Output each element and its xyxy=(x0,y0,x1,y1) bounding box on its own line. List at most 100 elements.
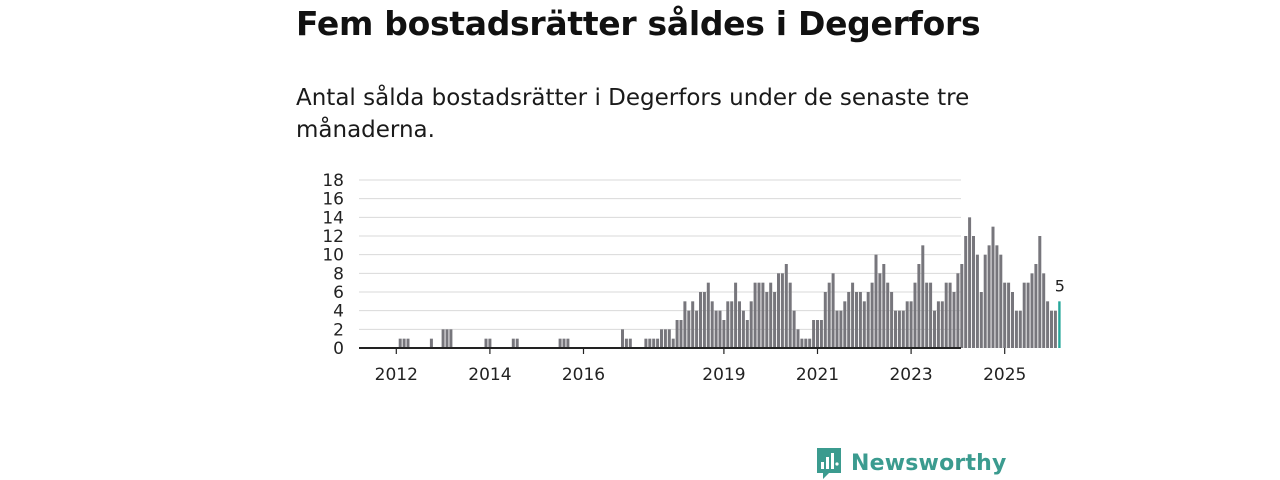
bar xyxy=(621,329,624,348)
bar xyxy=(484,338,488,348)
y-tick-label: 0 xyxy=(333,339,344,359)
bar xyxy=(968,217,972,348)
bar xyxy=(991,226,995,348)
x-tick-label: 2012 xyxy=(375,365,418,385)
bar xyxy=(738,301,741,348)
bar xyxy=(406,338,410,348)
x-axis-labels: 2012 2014 2016 2019 2021 2023 2025 xyxy=(375,365,1027,385)
bar xyxy=(917,264,921,348)
bar xyxy=(624,338,628,348)
bar xyxy=(1026,282,1030,348)
bar xyxy=(511,338,515,348)
bar xyxy=(995,245,999,348)
bar xyxy=(948,282,952,348)
bar xyxy=(671,338,675,348)
bar xyxy=(710,301,714,348)
bar xyxy=(402,338,406,348)
bar xyxy=(675,320,679,348)
bar xyxy=(1003,282,1007,348)
bar xyxy=(679,320,683,348)
bar xyxy=(652,338,656,348)
bar xyxy=(894,310,897,348)
bar xyxy=(823,292,827,348)
newsworthy-logo[interactable]: Newsworthy xyxy=(815,446,1007,480)
bar xyxy=(780,273,784,348)
bar xyxy=(831,273,835,348)
bar xyxy=(812,320,816,348)
bar xyxy=(804,338,808,348)
bar xyxy=(784,264,788,348)
bar xyxy=(944,282,948,348)
bar xyxy=(878,273,882,348)
bar xyxy=(843,301,847,348)
bar xyxy=(667,329,671,348)
chart-subtitle: Antal sålda bostadsrätter i Degerfors un… xyxy=(296,85,970,143)
bar xyxy=(769,282,773,348)
bar xyxy=(683,301,687,348)
bar xyxy=(429,338,433,348)
bar xyxy=(897,310,901,348)
bar xyxy=(644,338,648,348)
bar xyxy=(648,338,652,348)
bar xyxy=(691,301,695,348)
bar xyxy=(699,292,702,348)
bar xyxy=(952,292,956,348)
bar xyxy=(870,282,874,348)
bar xyxy=(741,310,745,348)
x-tick-label: 2019 xyxy=(702,365,745,385)
bar xyxy=(936,301,940,348)
bar xyxy=(796,329,800,348)
bar xyxy=(940,301,944,348)
bar xyxy=(1050,310,1053,348)
y-tick-label: 18 xyxy=(322,171,344,191)
bar xyxy=(749,301,753,348)
bar xyxy=(835,310,839,348)
bar xyxy=(1011,292,1014,348)
y-tick-label: 8 xyxy=(333,264,344,284)
bar xyxy=(1053,310,1057,348)
bar xyxy=(800,338,804,348)
bar xyxy=(886,282,890,348)
bar xyxy=(734,282,738,348)
bar xyxy=(972,236,975,348)
bar xyxy=(964,236,968,348)
bar xyxy=(777,273,780,348)
bar xyxy=(839,310,843,348)
bar xyxy=(726,301,730,348)
bar xyxy=(999,254,1003,348)
bar xyxy=(445,329,449,348)
bar xyxy=(1030,273,1034,348)
bar xyxy=(1022,282,1026,348)
bar xyxy=(660,329,663,348)
bar xyxy=(706,282,710,348)
bar xyxy=(929,282,933,348)
bar xyxy=(979,292,983,348)
y-tick-label: 2 xyxy=(333,320,344,340)
x-tick-label: 2016 xyxy=(562,365,605,385)
bar xyxy=(515,338,519,348)
bar xyxy=(628,338,632,348)
bar xyxy=(901,310,905,348)
bar xyxy=(862,301,866,348)
bar xyxy=(718,310,722,348)
x-tick-label: 2021 xyxy=(796,365,839,385)
bar xyxy=(702,292,706,348)
bar xyxy=(1018,310,1022,348)
bar xyxy=(816,320,819,348)
bar xyxy=(847,292,851,348)
bar xyxy=(656,338,660,348)
newsworthy-icon xyxy=(817,448,841,479)
bar xyxy=(1042,273,1046,348)
bar xyxy=(1038,236,1042,348)
bar xyxy=(819,320,823,348)
bar xyxy=(745,320,749,348)
y-tick-label: 4 xyxy=(333,302,344,322)
bar xyxy=(858,292,862,348)
y-tick-label: 6 xyxy=(333,283,344,303)
bar xyxy=(960,264,964,348)
chart-title: Fem bostadsrätter såldes i Degerfors xyxy=(296,4,981,43)
bar xyxy=(1007,282,1011,348)
bar xyxy=(913,282,917,348)
